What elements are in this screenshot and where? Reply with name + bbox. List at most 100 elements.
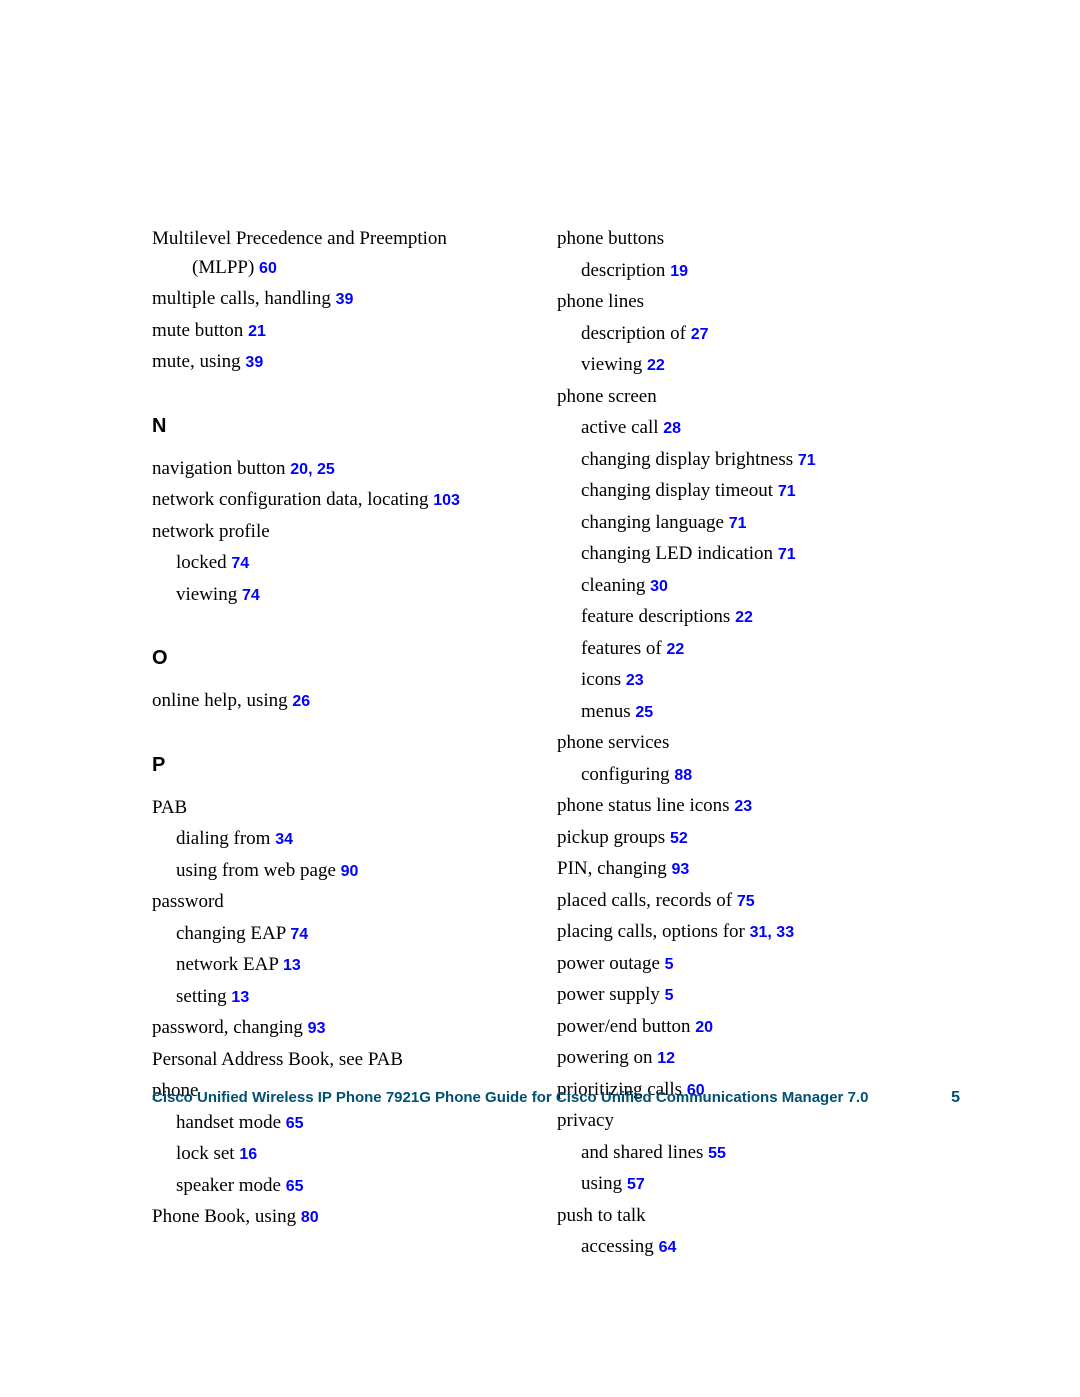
page-ref[interactable]: 55 [708,1145,726,1162]
entry-ps-cleaning: cleaning 30 [557,572,902,601]
page-ref[interactable]: 74 [242,587,260,604]
entry-text: handset mode [176,1112,281,1133]
page-ref[interactable]: 22 [647,357,665,374]
entry-ps-icons: icons 23 [557,666,902,695]
page-ref[interactable]: 71 [729,515,747,532]
entry-ps-language: changing language 71 [557,509,902,538]
page-ref[interactable]: 93 [672,861,690,878]
page-ref[interactable]: 30 [650,578,668,595]
page-ref[interactable]: 5 [665,956,674,973]
entry-text: viewing [581,354,642,375]
entry-phone-screen: phone screen [557,383,902,412]
page-ref[interactable]: 31 [750,924,768,941]
entry-priv-using: using 57 [557,1170,902,1199]
entry-text: changing language [581,512,724,533]
page-ref[interactable]: 39 [336,291,354,308]
entry-text: locked [176,552,227,573]
page-ref[interactable]: 12 [657,1050,675,1067]
entry-text: phone status line icons [557,795,730,816]
section-heading-n: N [152,411,497,441]
entry-ps-menus: menus 25 [557,698,902,727]
entry-phone-book: Phone Book, using 80 [152,1203,497,1232]
index-columns: Multilevel Precedence and Preemption (ML… [152,225,960,1265]
page-ref[interactable]: 52 [670,830,688,847]
entry-ps-feat-desc: feature descriptions 22 [557,603,902,632]
entry-text: icons [581,669,621,690]
page-ref[interactable]: 71 [778,483,796,500]
page-ref[interactable]: 103 [433,492,460,509]
entry-placing: placing calls, options for 31, 33 [557,918,902,947]
entry-pab-web: using from web page 90 [152,857,497,886]
entry-ph-lock: lock set 16 [152,1140,497,1169]
page-ref[interactable]: 16 [239,1146,257,1163]
page-ref[interactable]: 28 [663,420,681,437]
entry-text: changing EAP [176,923,286,944]
entry-text: password [152,891,224,912]
page-ref[interactable]: 88 [674,767,692,784]
page-ref[interactable]: 80 [301,1209,319,1226]
page-ref[interactable]: 71 [798,452,816,469]
entry-pin: PIN, changing 93 [557,855,902,884]
entry-mute-button: mute button 21 [152,317,497,346]
page-ref[interactable]: 23 [626,672,644,689]
entry-text: feature descriptions [581,606,730,627]
page-ref[interactable]: 23 [734,798,752,815]
entry-text: network configuration data, locating [152,489,428,510]
page-ref-separator: , [767,924,776,941]
index-column-right: phone buttons description 19 phone lines… [557,225,902,1265]
page-ref[interactable]: 22 [735,609,753,626]
entry-text: using [581,1173,622,1194]
page-ref[interactable]: 20 [290,461,308,478]
entry-text: and shared lines [581,1142,703,1163]
entry-text: placed calls, records of [557,890,732,911]
entry-text: setting [176,986,227,1007]
section-heading-o: O [152,643,497,673]
page-ref[interactable]: 13 [231,989,249,1006]
entry-privacy: privacy [557,1107,902,1136]
page-ref[interactable]: 93 [308,1020,326,1037]
page-ref[interactable]: 21 [248,323,266,340]
entry-text: online help, using [152,690,288,711]
entry-phone-lines: phone lines [557,288,902,317]
page-ref[interactable]: 22 [666,641,684,658]
entry-text: phone lines [557,291,644,312]
page-ref[interactable]: 39 [245,354,263,371]
page-ref[interactable]: 74 [290,926,308,943]
page-ref[interactable]: 65 [286,1115,304,1132]
page-ref[interactable]: 34 [275,831,293,848]
entry-text: network EAP [176,954,278,975]
page-ref[interactable]: 25 [635,704,653,721]
page-ref[interactable]: 26 [292,693,310,710]
entry-ph-speaker: speaker mode 65 [152,1172,497,1201]
page-ref[interactable]: 25 [317,461,335,478]
entry-text: Personal Address Book, see PAB [152,1049,403,1070]
page-ref[interactable]: 71 [778,546,796,563]
entry-text: privacy [557,1110,614,1131]
page-ref[interactable]: 75 [737,893,755,910]
page-ref[interactable]: 13 [283,957,301,974]
entry-ps-timeout: changing display timeout 71 [557,477,902,506]
page-ref[interactable]: 33 [776,924,794,941]
page-ref[interactable]: 60 [259,260,277,277]
entry-text: Phone Book, using [152,1206,296,1227]
page-ref[interactable]: 74 [231,555,249,572]
entry-supply: power supply 5 [557,981,902,1010]
page-ref[interactable]: 19 [670,263,688,280]
entry-text: power supply [557,984,660,1005]
page-ref[interactable]: 20 [695,1019,713,1036]
page-ref[interactable]: 90 [341,863,359,880]
entry-placed: placed calls, records of 75 [557,887,902,916]
entry-text: phone screen [557,386,657,407]
page-ref[interactable]: 5 [665,987,674,1004]
entry-password: password [152,888,497,917]
page-ref[interactable]: 64 [659,1239,677,1256]
entry-text: menus [581,701,631,722]
entry-text: password, changing [152,1017,303,1038]
page-ref[interactable]: 57 [627,1176,645,1193]
entry-text: changing display timeout [581,480,773,501]
entry-multiple-calls: multiple calls, handling 39 [152,285,497,314]
entry-pab-dialing: dialing from 34 [152,825,497,854]
page-ref[interactable]: 27 [691,326,709,343]
entry-priv-shared: and shared lines 55 [557,1139,902,1168]
page-ref[interactable]: 65 [286,1178,304,1195]
